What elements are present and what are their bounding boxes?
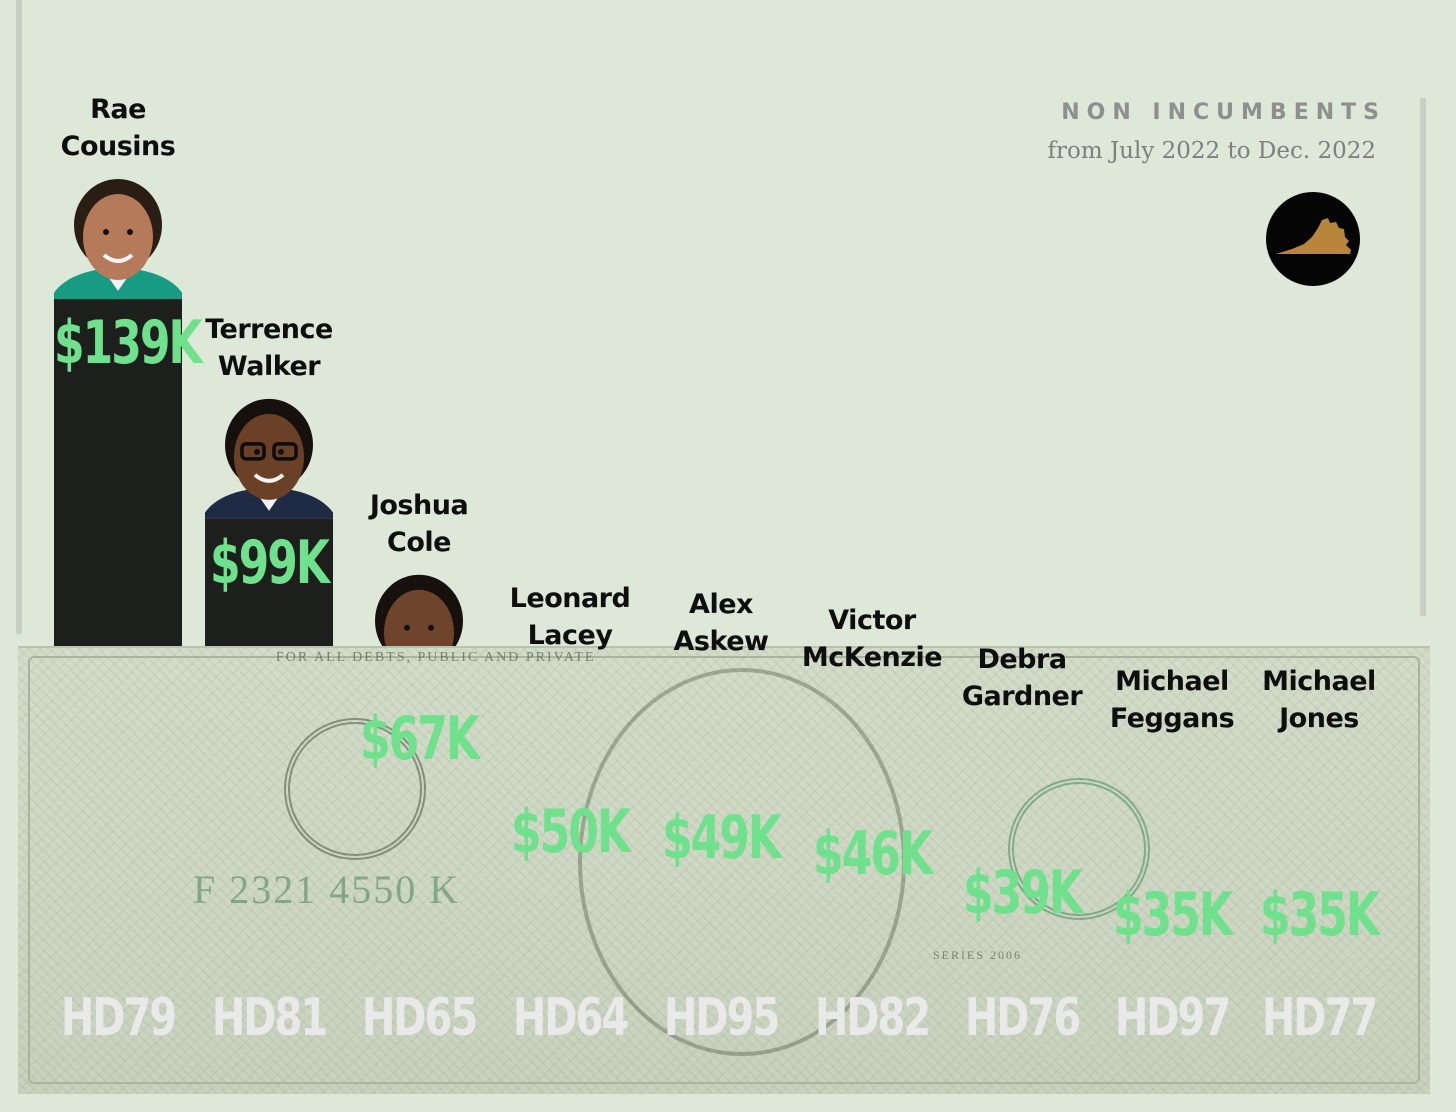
portrait-eye — [103, 229, 109, 235]
bar-district-label: HD79 — [60, 988, 177, 1048]
candidate-name: Michael Feggans — [1092, 663, 1252, 737]
chart-subtitle: from July 2022 to Dec. 2022 — [1047, 138, 1376, 164]
candidate-first-name: Rae — [90, 94, 146, 125]
candidate-last-name: Lacey — [527, 620, 613, 652]
bar-value-label: $49K — [662, 803, 782, 873]
bar-district-label: HD64 — [512, 988, 629, 1048]
candidate-name: Victor McKenzie — [792, 602, 952, 676]
bill-frame — [28, 656, 1420, 1084]
candidate-last-name: Feggans — [1109, 702, 1235, 734]
candidate-first-name: Joshua — [369, 489, 469, 521]
candidate-first-name: Debra — [977, 643, 1067, 675]
candidate-last-name: Walker — [217, 350, 321, 382]
candidate-first-name: Alex — [689, 588, 753, 620]
portrait-face — [234, 413, 304, 500]
candidate-first-name: Leonard — [509, 583, 631, 615]
bill-legal-tender-text: FOR ALL DEBTS, PUBLIC AND PRIVATE — [276, 650, 596, 665]
bar-value-label: $39K — [963, 858, 1083, 928]
portrait-glasses — [272, 442, 298, 461]
portrait-smile — [253, 473, 285, 483]
bar-value-label: $35K — [1113, 880, 1233, 950]
dollar-bill-background: F 2321 4550 K FOR ALL DEBTS, PUBLIC AND … — [18, 646, 1430, 1094]
candidate-last-name: Cousins — [60, 131, 176, 162]
candidate-name: Michael Jones — [1239, 663, 1399, 737]
bill-serial-number: F 2321 4550 K — [193, 867, 461, 912]
portrait-figure — [205, 398, 333, 519]
candidate-last-name: Jones — [1279, 702, 1359, 734]
candidate-last-name: McKenzie — [801, 642, 943, 674]
candidate-portrait — [205, 398, 333, 519]
portrait-face — [83, 194, 153, 280]
bar-value-label: $99K — [210, 528, 330, 598]
portrait-smile — [102, 253, 134, 263]
candidate-name: Joshua Cole — [339, 487, 499, 561]
candidate-first-name: Terrence — [205, 313, 333, 345]
portrait-eye — [254, 448, 260, 455]
bill-series-text: SERIES 2006 — [933, 948, 1023, 962]
bar-district-label: HD97 — [1114, 988, 1231, 1048]
bar-value-label: $67K — [360, 704, 480, 774]
bar-district-label: HD81 — [211, 988, 328, 1048]
candidate-name: Alex Askew — [641, 586, 801, 660]
bar-district-label: HD65 — [361, 988, 478, 1048]
bar-district-label: HD95 — [663, 988, 780, 1048]
candidate-name: Debra Gardner — [942, 641, 1102, 715]
bar-value-label: $139K — [54, 309, 203, 378]
portrait-eye — [428, 624, 434, 631]
candidate-portrait — [54, 179, 182, 299]
candidate-last-name: Askew — [673, 625, 769, 657]
bar-district-label: HD76 — [964, 988, 1081, 1048]
portrait-oval — [578, 668, 906, 1056]
candidate-name: Terrence Walker — [189, 311, 349, 385]
treasury-seal-right — [1008, 778, 1150, 920]
candidate-first-name: Victor — [828, 605, 916, 637]
candidate-name: Leonard Lacey — [490, 580, 650, 654]
bar-value-label: $46K — [813, 820, 933, 890]
portrait-glasses — [240, 442, 266, 461]
bar-value-label: $50K — [511, 798, 631, 868]
virginia-state-icon — [1266, 192, 1360, 286]
portrait-eye — [127, 229, 133, 235]
treasury-seal-left — [284, 718, 426, 860]
right-accent-line — [1420, 98, 1426, 616]
bar-district-label: HD77 — [1261, 988, 1378, 1048]
portrait-eye — [278, 448, 284, 455]
left-accent-line — [16, 0, 22, 634]
bar-district-label: HD82 — [814, 988, 931, 1048]
portrait-figure — [54, 179, 182, 299]
candidate-first-name: Michael — [1262, 665, 1376, 697]
bar-value-label: $35K — [1260, 880, 1380, 950]
candidate-name: Rae Cousins — [38, 91, 198, 165]
candidate-first-name: Michael — [1115, 665, 1229, 697]
candidate-last-name: Gardner — [961, 680, 1083, 712]
candidate-last-name: Cole — [387, 526, 451, 558]
chart-title: NON INCUMBENTS — [1061, 100, 1386, 125]
portrait-eye — [404, 624, 410, 631]
